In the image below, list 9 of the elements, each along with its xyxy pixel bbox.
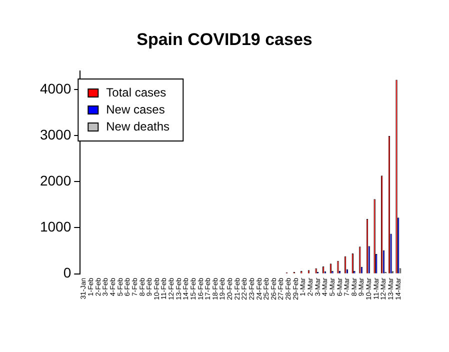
legend-label: New deaths [106, 119, 170, 134]
y-tick-label: 4000 [40, 80, 72, 96]
y-tick-label: 1000 [40, 218, 72, 235]
y-tick-label: 3000 [40, 126, 72, 142]
y-tick-label: 2000 [40, 172, 72, 188]
legend-label: Total cases [106, 85, 166, 100]
y-tick-label: 0 [63, 264, 72, 281]
chart-title: Spain COVID19 cases [136, 30, 314, 50]
legend-label: New cases [106, 102, 165, 116]
